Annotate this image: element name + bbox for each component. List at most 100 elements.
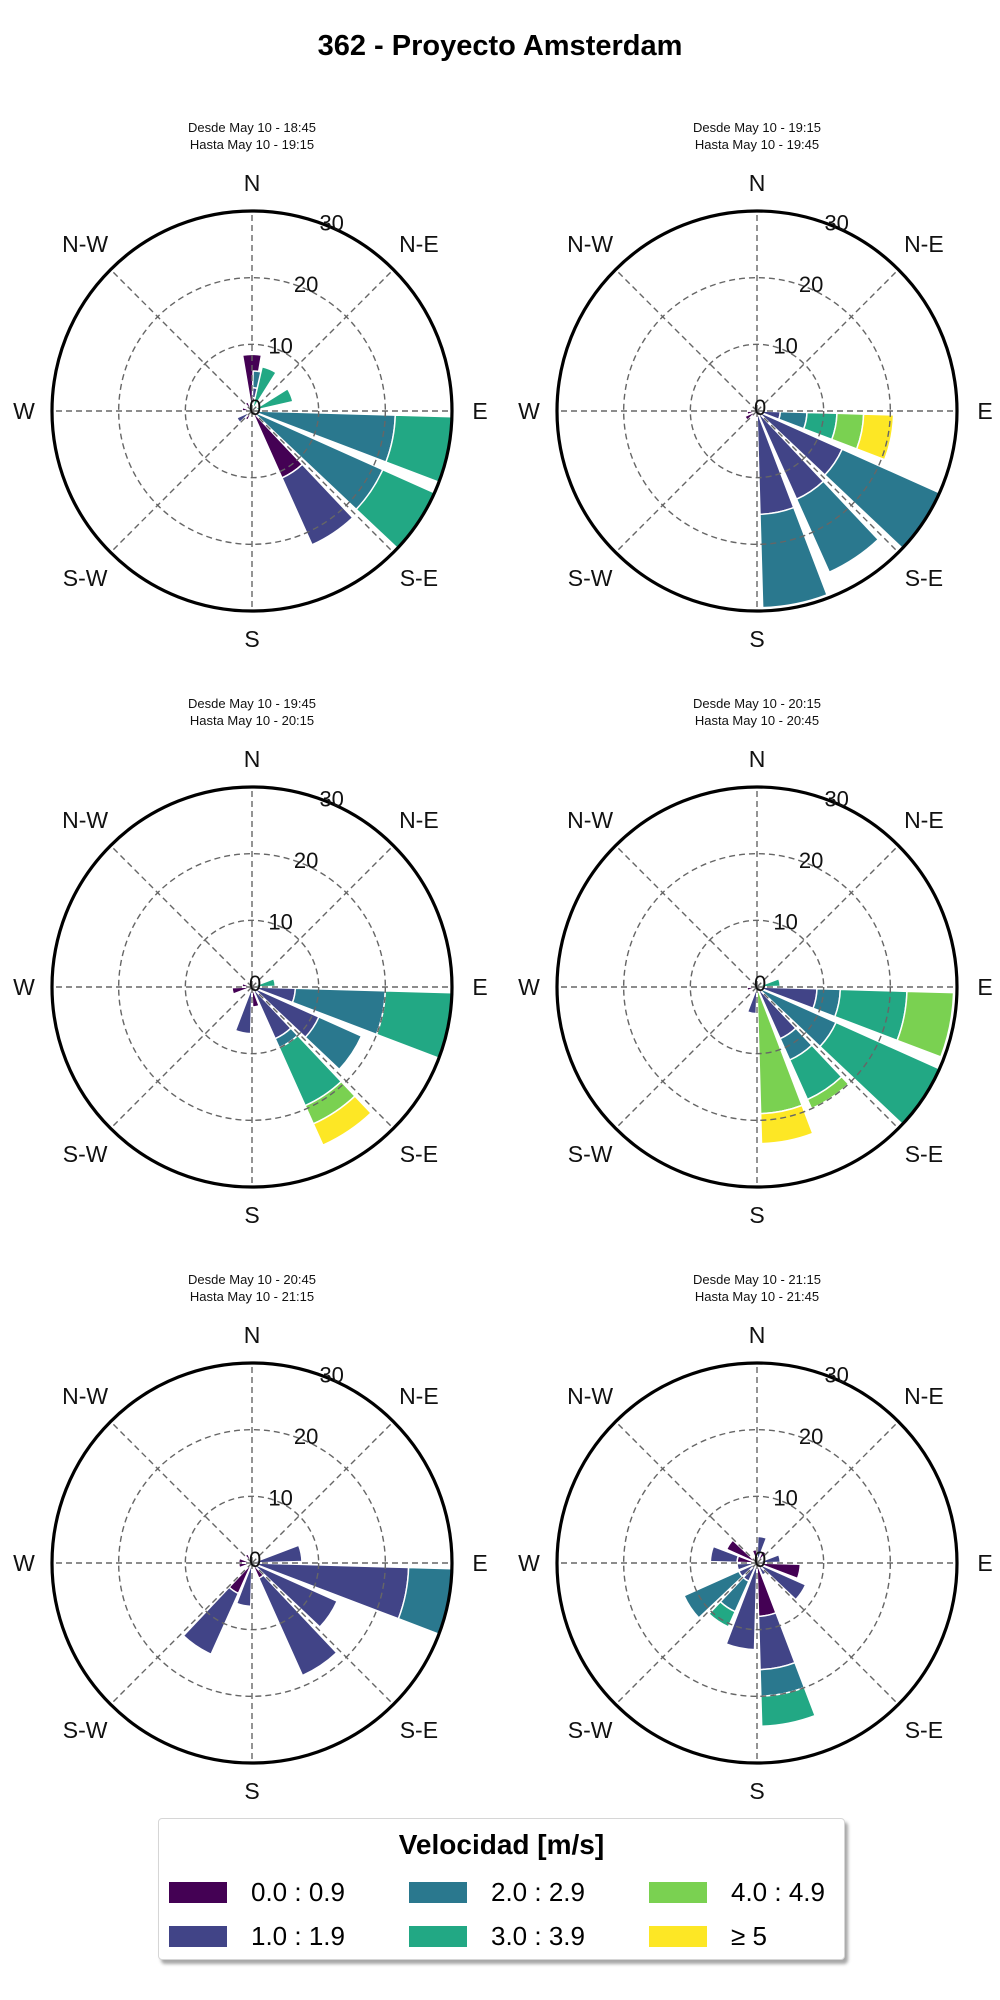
legend-item-speed-2: 2.0 : 2.9 xyxy=(409,1875,585,1909)
radial-tick-label: 10 xyxy=(773,334,797,359)
rose-bar-segment xyxy=(375,990,453,1060)
rose-bar-segment xyxy=(795,480,880,574)
radial-tick-label: 20 xyxy=(294,848,318,873)
radial-tick-label: 30 xyxy=(824,210,848,235)
legend-swatch xyxy=(409,1925,467,1947)
windrose-3: Desde May 10 - 19:45 Hasta May 10 - 20:15… xyxy=(13,696,488,1228)
legend-label: 4.0 : 4.9 xyxy=(731,1876,825,1907)
direction-label: N xyxy=(244,746,261,772)
radial-tick-label: 10 xyxy=(268,1486,292,1511)
grid-spoke xyxy=(251,986,394,1129)
radial-tick-label: 30 xyxy=(319,786,343,811)
rose-bar-segment xyxy=(251,986,261,1008)
grid-spoke xyxy=(110,986,253,1129)
legend-swatch xyxy=(649,1925,707,1947)
rose-subtitle: Desde May 10 - 20:15 xyxy=(693,696,821,711)
radial-tick-label: 0 xyxy=(754,1547,766,1572)
rose-bar-segment xyxy=(304,1016,363,1071)
rose-bars xyxy=(743,410,941,609)
direction-label: S-W xyxy=(63,1717,108,1743)
rose-bar-segment xyxy=(855,413,895,461)
legend-item-speed-0: 0.0 : 0.9 xyxy=(169,1875,345,1909)
rose-bar-segment xyxy=(725,1539,758,1564)
legend-swatch xyxy=(169,1881,227,1903)
radial-tick-label: 20 xyxy=(799,848,823,873)
rose-subtitle: Desde May 10 - 19:15 xyxy=(693,120,821,135)
direction-label: S-W xyxy=(568,565,613,591)
direction-label: E xyxy=(977,974,992,1000)
direction-label: S xyxy=(749,1202,764,1228)
rose-bar-segment xyxy=(746,410,758,416)
rose-bar-segment xyxy=(759,1104,814,1145)
windrose-5: Desde May 10 - 20:45 Hasta May 10 - 21:15… xyxy=(13,1272,488,1800)
radial-tick-label: 30 xyxy=(824,786,848,811)
windrose-grid: Desde May 10 - 18:45 Hasta May 10 - 19:15… xyxy=(13,120,993,1800)
grid-spoke xyxy=(615,845,758,988)
chart-title: 362 - Proyecto Amsterdam xyxy=(317,30,683,62)
grid-spoke xyxy=(615,269,758,412)
rose-subtitle: Hasta May 10 - 21:15 xyxy=(190,1289,314,1304)
rose-bars xyxy=(182,1544,453,1677)
rose-subtitle: Desde May 10 - 18:45 xyxy=(188,120,316,135)
radial-tick-label: 0 xyxy=(249,971,261,996)
direction-label: N xyxy=(244,1322,261,1348)
rose-subtitle: Hasta May 10 - 20:45 xyxy=(695,713,819,728)
direction-label: W xyxy=(13,1550,35,1576)
grid-spoke xyxy=(110,1421,253,1564)
legend-label: 1.0 : 1.9 xyxy=(251,1920,345,1951)
direction-label: E xyxy=(977,1550,992,1576)
radial-tick-label: 20 xyxy=(294,272,318,297)
grid-ring xyxy=(184,343,320,479)
direction-label: N-W xyxy=(567,807,613,833)
grid-ring xyxy=(689,343,825,479)
direction-label: S-W xyxy=(568,1141,613,1167)
grid-spoke xyxy=(756,986,899,1129)
grid-spoke xyxy=(756,845,899,988)
legend-label: 3.0 : 3.9 xyxy=(491,1920,585,1951)
grid-spoke xyxy=(251,1421,394,1564)
rose-bar-segment xyxy=(746,986,758,992)
grid-spoke xyxy=(756,1562,899,1705)
radial-tick-label: 0 xyxy=(754,395,766,420)
legend-item-speed-1: 1.0 : 1.9 xyxy=(169,1919,345,1953)
direction-label: S-E xyxy=(400,1717,438,1743)
rose-bar-segment xyxy=(251,365,278,412)
windrose-1: Desde May 10 - 18:45 Hasta May 10 - 19:15… xyxy=(13,120,488,652)
rose-bar-segment xyxy=(759,506,828,609)
rose-bar-segment xyxy=(709,1545,740,1564)
grid-ring xyxy=(689,919,825,1055)
radial-tick-label: 20 xyxy=(799,1424,823,1449)
rose-bar-segment xyxy=(235,412,250,424)
legend-swatch xyxy=(169,1925,227,1947)
rose-bar-segment xyxy=(756,1562,807,1601)
direction-label: N-W xyxy=(567,1383,613,1409)
direction-label: N-W xyxy=(62,1383,108,1409)
rose-bar-segment xyxy=(257,1574,338,1677)
direction-label: W xyxy=(13,974,35,1000)
grid-spoke xyxy=(615,986,758,1129)
rose-subtitle: Desde May 10 - 21:15 xyxy=(693,1272,821,1287)
direction-label: N-W xyxy=(62,231,108,257)
direction-label: E xyxy=(472,974,487,1000)
grid-spoke xyxy=(756,410,899,553)
grid-spoke xyxy=(615,1562,758,1705)
rose-bar-segment xyxy=(234,986,253,1035)
rose-bar-segment xyxy=(241,353,263,412)
radial-tick-label: 20 xyxy=(294,1424,318,1449)
radial-tick-label: 10 xyxy=(268,334,292,359)
windrose-4: Desde May 10 - 20:15 Hasta May 10 - 20:45… xyxy=(518,696,993,1228)
grid-ring xyxy=(689,1495,825,1631)
rose-bar-segment xyxy=(312,1095,373,1147)
direction-label: N-E xyxy=(399,231,439,257)
radial-tick-label: 20 xyxy=(799,272,823,297)
grid-spoke xyxy=(615,1421,758,1564)
radial-tick-label: 10 xyxy=(773,910,797,935)
direction-label: S-E xyxy=(400,1141,438,1167)
direction-label: S-E xyxy=(400,565,438,591)
grid-spoke xyxy=(110,845,253,988)
grid-ring xyxy=(184,1495,320,1631)
radial-tick-label: 30 xyxy=(319,210,343,235)
direction-label: N-E xyxy=(399,807,439,833)
rose-bar-segment xyxy=(281,463,354,546)
rose-bar-segment xyxy=(251,387,294,412)
